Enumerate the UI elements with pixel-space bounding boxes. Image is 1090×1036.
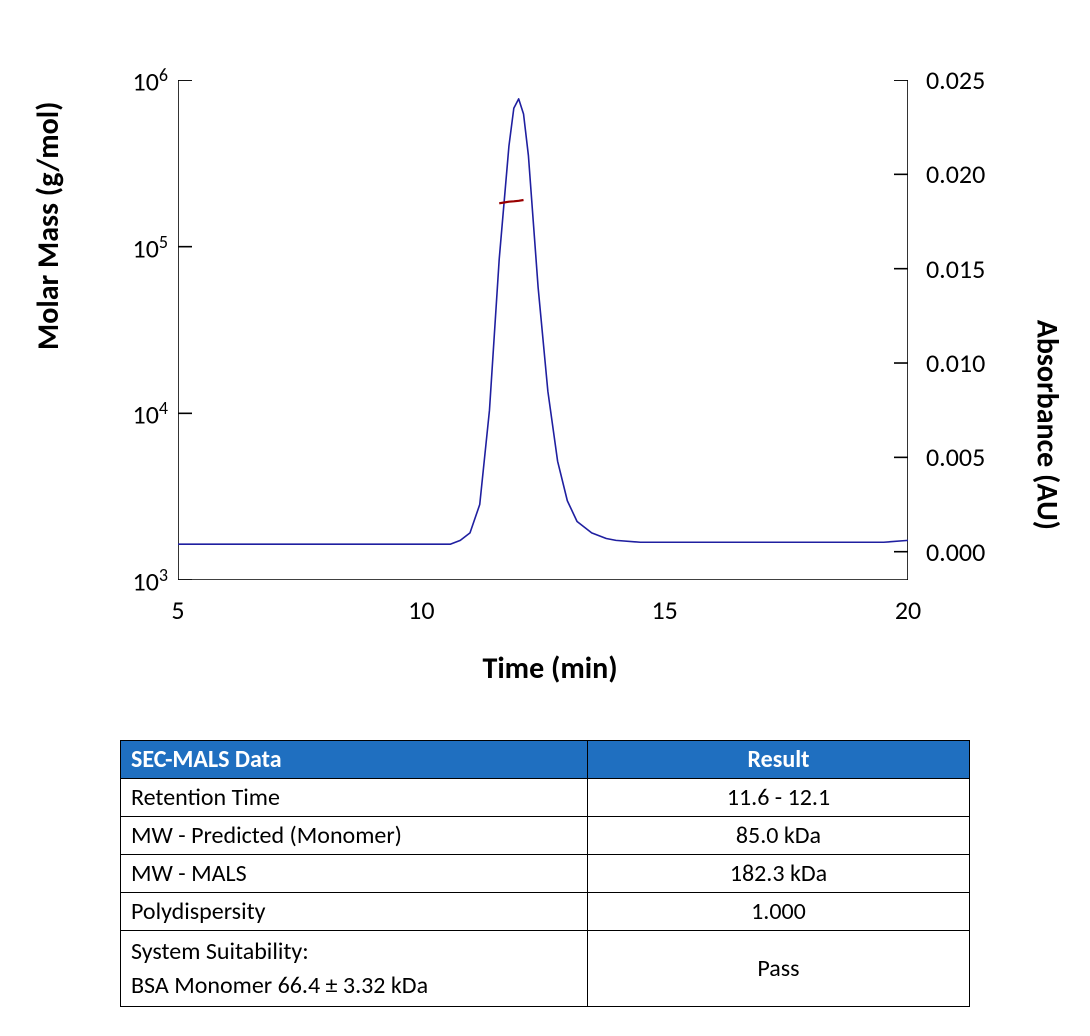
y2-axis-label: Absorbance (AU) — [1028, 320, 1065, 530]
chart-svg — [178, 80, 908, 580]
y2-tick-label: 0.010 — [926, 347, 1016, 379]
table-cell-label: Retention Time — [121, 779, 588, 817]
system-suitability-label: System Suitability:BSA Monomer 66.4 ± 3.… — [121, 931, 588, 1007]
x-tick-label: 5 — [148, 594, 208, 626]
x-tick-label: 10 — [391, 594, 451, 626]
y2-tick-label: 0.025 — [926, 64, 1016, 96]
sec-mals-chart: 103104105106 0.0000.0050.0100.0150.0200.… — [60, 50, 1040, 700]
table-cell-label: MW - Predicted (Monomer) — [121, 817, 588, 855]
x-tick-label: 15 — [635, 594, 695, 626]
y1-tick-label: 105 — [98, 231, 168, 265]
table-row: Retention Time11.6 - 12.1 — [121, 779, 970, 817]
header-data-label: SEC-MALS Data — [121, 741, 588, 779]
y2-tick-label: 0.005 — [926, 441, 1016, 473]
table-cell-value: 1.000 — [587, 893, 969, 931]
y1-tick-label: 106 — [98, 64, 168, 98]
table-cell-value: 85.0 kDa — [587, 817, 969, 855]
table-cell-value: 11.6 - 12.1 — [587, 779, 969, 817]
table-row-system-suitability: System Suitability:BSA Monomer 66.4 ± 3.… — [121, 931, 970, 1007]
system-suitability-value: Pass — [587, 931, 969, 1007]
sec-mals-table: SEC-MALS Data Result Retention Time11.6 … — [120, 740, 970, 1007]
x-tick-label: 20 — [878, 594, 938, 626]
y2-tick-label: 0.015 — [926, 253, 1016, 285]
table-cell-label: Polydispersity — [121, 893, 588, 931]
plot-area — [178, 80, 908, 580]
table-body: Retention Time11.6 - 12.1MW - Predicted … — [121, 779, 970, 1007]
x-axis-label: Time (min) — [482, 650, 617, 687]
table-row: Polydispersity1.000 — [121, 893, 970, 931]
table-cell-label: MW - MALS — [121, 855, 588, 893]
table-header-row: SEC-MALS Data Result — [121, 741, 970, 779]
y1-tick-label: 103 — [98, 564, 168, 598]
y1-tick-label: 104 — [98, 397, 168, 431]
y1-axis-label: Molar Mass (g/mol) — [30, 102, 67, 350]
header-result-label: Result — [587, 741, 969, 779]
table-cell-value: 182.3 kDa — [587, 855, 969, 893]
y2-tick-label: 0.000 — [926, 536, 1016, 568]
data-table-container: SEC-MALS Data Result Retention Time11.6 … — [120, 740, 970, 1007]
table-row: MW - MALS182.3 kDa — [121, 855, 970, 893]
y2-tick-label: 0.020 — [926, 158, 1016, 190]
table-row: MW - Predicted (Monomer)85.0 kDa — [121, 817, 970, 855]
